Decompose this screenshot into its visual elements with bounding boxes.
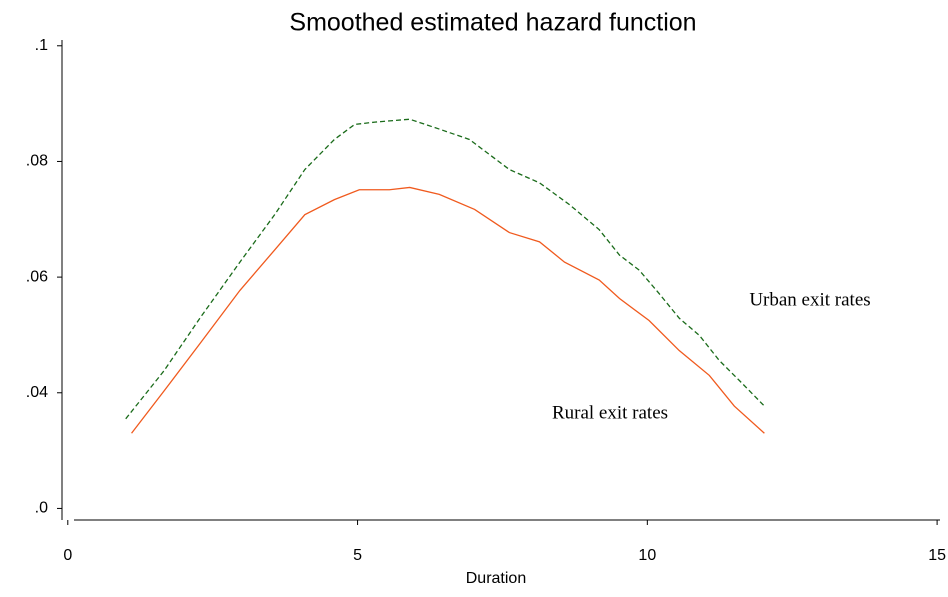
x-axis-label: Duration — [466, 570, 526, 587]
y-tick-label: .06 — [26, 268, 48, 285]
line-series — [125, 118, 765, 420]
y-tick-label: .08 — [26, 153, 48, 170]
y-tick-label: .0 — [35, 500, 48, 517]
line-series — [131, 186, 765, 434]
series-label: Rural exit rates — [552, 402, 668, 423]
y-tick-label: .1 — [35, 37, 48, 54]
x-tick-label: 5 — [353, 547, 362, 564]
x-tick-label: 15 — [928, 547, 946, 564]
x-tick-label: 0 — [63, 547, 72, 564]
chart-title: Smoothed estimated hazard function — [289, 9, 696, 37]
series-label: Urban exit rates — [749, 289, 870, 310]
y-tick-label: .04 — [26, 384, 48, 401]
x-tick-label: 10 — [638, 547, 656, 564]
